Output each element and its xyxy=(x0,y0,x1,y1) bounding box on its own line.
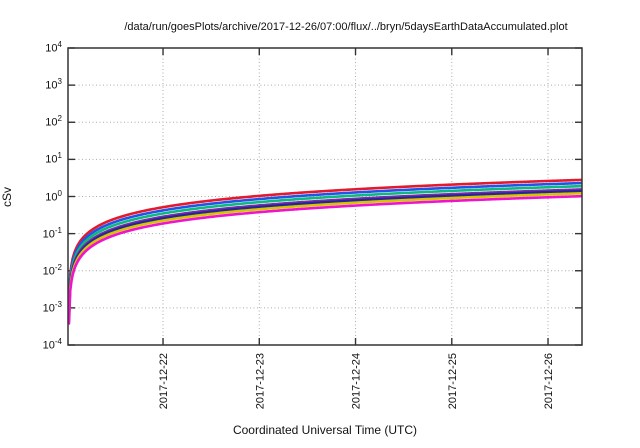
y-tick-label: 10-3 xyxy=(42,299,62,315)
x-tick-label: 2017-12-24 xyxy=(351,353,363,409)
y-tick-label: 10-4 xyxy=(42,337,62,352)
y-tick-label: 103 xyxy=(45,77,62,92)
chart-title: /data/run/goesPlots/archive/2017-12-26/0… xyxy=(124,21,568,33)
y-tick-label: 102 xyxy=(45,114,62,129)
series-line-7 xyxy=(68,194,582,325)
series-line-5 xyxy=(68,189,582,320)
y-tick-label: 10-1 xyxy=(42,225,62,241)
series-line-4 xyxy=(68,188,582,318)
series-line-3 xyxy=(68,184,582,315)
y-tick-label: 100 xyxy=(45,188,62,204)
x-tick-label: 2017-12-22 xyxy=(158,353,170,409)
plot-border xyxy=(67,47,583,346)
y-axis-label: cSv xyxy=(0,187,14,208)
x-tick-label: 2017-12-23 xyxy=(254,353,266,409)
y-tick-label: 104 xyxy=(45,40,62,55)
x-axis-label: Coordinated Universal Time (UTC) xyxy=(232,423,418,437)
y-tick-label: 10-2 xyxy=(42,262,62,278)
y-tick-label: 101 xyxy=(45,151,62,167)
series-line-1 xyxy=(68,178,582,309)
series-line-2 xyxy=(68,181,582,312)
series-line-6 xyxy=(68,192,582,322)
x-tick-label: 2017-12-26 xyxy=(543,353,555,409)
x-tick-label: 2017-12-25 xyxy=(447,353,459,409)
